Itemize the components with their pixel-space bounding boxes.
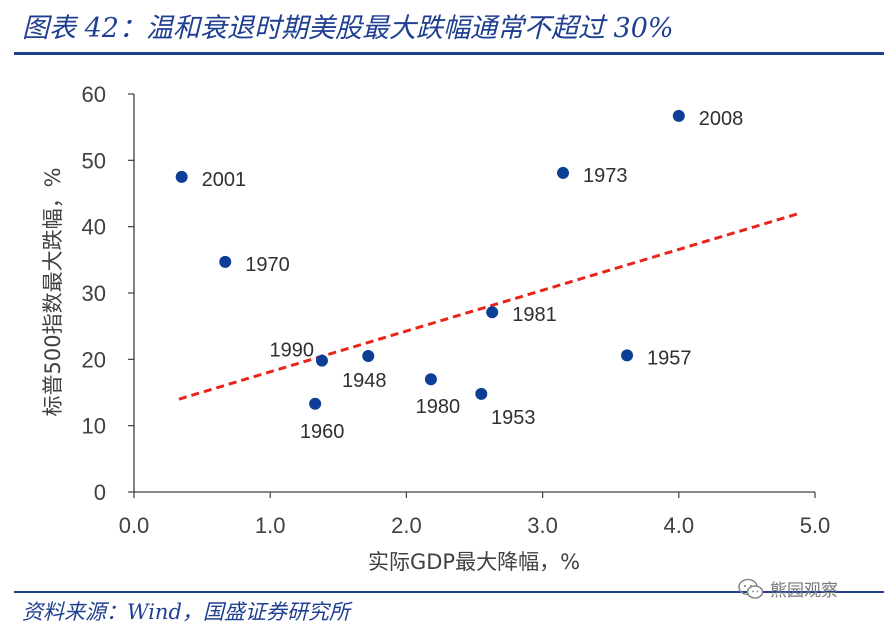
data-point-2008 [672,109,685,122]
point-label-1981: 1981 [512,304,557,326]
point-label-1957: 1957 [647,347,692,369]
point-label-1953: 1953 [491,407,536,429]
wechat-icon [738,578,764,599]
data-point-1990 [315,354,328,367]
data-point-1953 [475,387,488,400]
trendline-group [178,211,802,401]
y-tick-label: 30 [82,281,106,306]
point-label-1960: 1960 [300,421,345,443]
point-label-1948: 1948 [342,370,387,392]
trendline [178,211,802,401]
title-divider [14,52,884,55]
data-point-1957 [621,349,634,362]
data-point-1981 [486,306,499,319]
point-label-2001: 2001 [202,169,247,191]
x-tick-label: 5.0 [800,513,831,538]
chart-title: 图表 42：温和衰退时期美股最大跌幅通常不超过 30% [22,13,674,44]
y-axis-title: 标普500指数最大跌幅，% [41,167,65,416]
point-label-1973: 1973 [583,165,628,187]
data-point-2001 [175,170,188,183]
x-tick-label: 2.0 [391,513,422,538]
point-label-1970: 1970 [245,254,290,276]
point-label-2008: 2008 [699,108,744,130]
watermark-text: 熊园观察 [770,581,838,601]
y-tick-label: 40 [82,215,106,240]
x-tick-label: 3.0 [527,513,558,538]
footer-divider [14,591,884,593]
x-tick-label: 0.0 [119,513,150,538]
source-note: 资料来源：Wind，国盛证券研究所 [22,600,350,624]
data-point-1948 [362,350,375,363]
y-tick-label: 60 [82,82,106,107]
points-group: 2001 1970 1990 1960 1948 1980 1953 1981 1973 1957… [175,108,744,443]
x-axis-title: 实际GDP最大降幅，% [368,550,580,574]
point-label-1990: 1990 [269,340,314,362]
y-tick-label: 0 [94,480,106,505]
point-label-1980: 1980 [416,396,461,418]
data-point-1960 [309,397,322,410]
y-tick-label: 20 [82,347,106,372]
axes: 0 10 20 30 40 50 60 0.0 1.0 2.0 3.0 4.0 5.0 [82,82,831,538]
y-tick-label: 50 [82,148,106,173]
data-point-1973 [557,166,570,179]
data-point-1980 [424,373,437,386]
watermark: 熊园观察 [738,576,838,601]
x-tick-label: 4.0 [664,513,695,538]
x-tick-label: 1.0 [255,513,286,538]
y-tick-label: 10 [82,414,106,439]
data-point-1970 [219,255,232,268]
